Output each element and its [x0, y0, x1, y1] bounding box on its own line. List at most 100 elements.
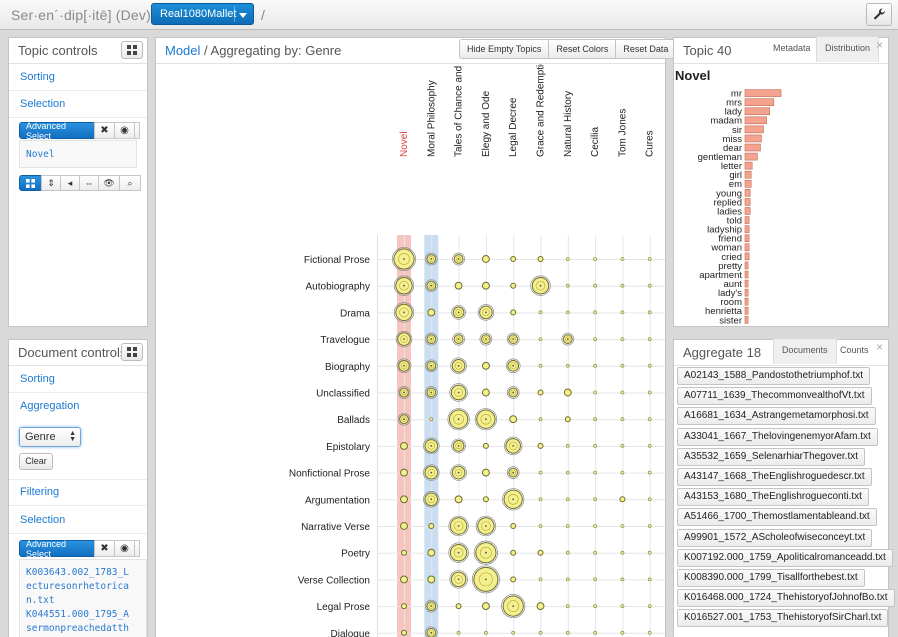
document-list-item[interactable]: K008390.000_1799_Tisallforthebest.txt	[677, 569, 865, 587]
bubble[interactable]	[481, 468, 490, 477]
bubble[interactable]	[647, 417, 652, 422]
bubble[interactable]	[448, 542, 469, 563]
bubble[interactable]	[647, 550, 652, 555]
row-label[interactable]: Verse Collection	[298, 575, 370, 586]
document-list-item[interactable]: A07711_1639_ThecommonvealthofVt.txt	[677, 387, 872, 406]
column-label[interactable]: Cecilia	[590, 127, 601, 157]
column-label[interactable]: Novel	[399, 131, 410, 157]
row-label[interactable]: Travelogue	[320, 335, 370, 346]
bubble[interactable]	[537, 442, 544, 449]
close-icon[interactable]: ×	[876, 340, 884, 354]
column-label[interactable]: Natural History	[563, 91, 574, 157]
document-list-item[interactable]: A33041_1667_ThelovingenemyorAfam.txt	[677, 427, 878, 446]
aggregation-clear-button[interactable]: Clear	[19, 453, 53, 470]
topic-selection-link[interactable]: Selection	[9, 91, 147, 118]
bubble[interactable]	[449, 570, 468, 589]
bubble[interactable]	[647, 390, 652, 395]
bubble[interactable]	[473, 540, 498, 565]
bubble[interactable]	[393, 302, 415, 323]
bubble[interactable]	[647, 577, 652, 582]
document-advanced-select-button[interactable]: Advanced Select	[19, 539, 95, 559]
bubble[interactable]	[593, 604, 598, 608]
bubble-matrix-chart[interactable]: Novel Moral Philosophy Tales of Chance and…	[156, 64, 665, 637]
bubble[interactable]	[593, 444, 598, 448]
bubble[interactable]	[620, 363, 625, 368]
bubble[interactable]	[452, 252, 465, 266]
bubble[interactable]	[455, 603, 462, 610]
bubble[interactable]	[428, 523, 435, 529]
bubble[interactable]	[647, 363, 652, 368]
row-label[interactable]: Autobiography	[306, 282, 371, 293]
bubble[interactable]	[565, 550, 570, 555]
eye-hidden-icon[interactable]: 👁	[98, 175, 120, 191]
column-label[interactable]: Tom Jones	[617, 109, 628, 157]
bubble[interactable]	[620, 390, 625, 395]
bubble[interactable]	[561, 332, 575, 346]
bubble[interactable]	[647, 470, 652, 475]
bubble[interactable]	[502, 488, 525, 511]
row-label[interactable]: Legal Prose	[317, 602, 371, 613]
bubble[interactable]	[538, 417, 543, 422]
bubble[interactable]	[593, 497, 598, 502]
bubble[interactable]	[401, 549, 407, 556]
bubble[interactable]	[593, 524, 598, 528]
bubble[interactable]	[620, 310, 625, 315]
document-list-item[interactable]: A51466_1700_Themostlamentableand.txt	[677, 508, 877, 527]
bubble[interactable]	[593, 283, 598, 288]
bubble[interactable]	[477, 304, 495, 321]
bubble[interactable]	[400, 468, 408, 477]
bubble[interactable]	[593, 257, 598, 261]
bubble[interactable]	[565, 524, 570, 528]
bubble[interactable]	[538, 577, 543, 582]
row-label[interactable]: Narrative Verse	[301, 522, 370, 533]
bubble[interactable]	[447, 408, 470, 431]
caret-down-icon[interactable]	[239, 13, 247, 18]
hide-empty-topics-button[interactable]: Hide Empty Topics	[459, 39, 550, 59]
bubble[interactable]	[647, 444, 652, 448]
aggregation-select[interactable]: Genre ▲ ▼	[19, 427, 81, 447]
bubble[interactable]	[565, 363, 570, 368]
row-label[interactable]: Nonfictional Prose	[289, 469, 371, 480]
bubble[interactable]	[427, 575, 436, 584]
bubble[interactable]	[538, 337, 543, 342]
bubble[interactable]	[448, 515, 469, 537]
document-list-item[interactable]: A99901_1572_AScholeofwiseconceyt.txt	[677, 528, 873, 547]
bubble[interactable]	[400, 441, 408, 450]
bubble[interactable]	[565, 577, 570, 582]
bubble[interactable]	[400, 522, 408, 530]
topic-sorting-link[interactable]: Sorting	[9, 64, 147, 91]
settings-button[interactable]	[866, 3, 892, 26]
document-list-item[interactable]: A43153_1680_TheEnglishrogueconti.txt	[677, 488, 869, 507]
column-label[interactable]: Cures	[645, 130, 656, 157]
bubble[interactable]	[593, 310, 598, 315]
bubble[interactable]	[565, 470, 570, 475]
bubble[interactable]	[449, 383, 468, 402]
row-label[interactable]: Fictional Prose	[304, 255, 371, 266]
bubble[interactable]	[482, 496, 489, 503]
bubble[interactable]	[537, 256, 544, 262]
bubble[interactable]	[450, 464, 467, 481]
bubble[interactable]	[391, 246, 417, 272]
more-button[interactable]	[134, 540, 140, 557]
column-label[interactable]: Tales of Chance and Virtue	[454, 64, 465, 157]
bubble[interactable]	[429, 417, 434, 422]
app-brand[interactable]: Ser·en´·dip[·itē] (Dev)	[11, 7, 151, 23]
document-controls-layout-button[interactable]	[121, 343, 143, 361]
row-label[interactable]: Epistolary	[326, 442, 370, 453]
bubble[interactable]	[475, 515, 497, 537]
tab-counts[interactable]: Counts	[840, 345, 869, 355]
bubble[interactable]	[481, 361, 490, 370]
arrows-horizontal-icon[interactable]: ⇔	[79, 175, 99, 191]
bubble[interactable]	[424, 279, 438, 293]
bubble[interactable]	[452, 332, 465, 346]
bubble[interactable]	[481, 255, 490, 263]
bubble[interactable]	[647, 310, 652, 315]
bubble[interactable]	[510, 549, 517, 556]
bubble[interactable]	[454, 281, 463, 290]
clear-icon[interactable]: ✖	[94, 122, 115, 139]
bubble[interactable]	[565, 444, 570, 448]
document-selection-link[interactable]: Selection	[9, 507, 147, 534]
bubble[interactable]	[479, 332, 493, 346]
bubble[interactable]	[506, 332, 520, 346]
row-label[interactable]: Argumentation	[305, 495, 370, 506]
